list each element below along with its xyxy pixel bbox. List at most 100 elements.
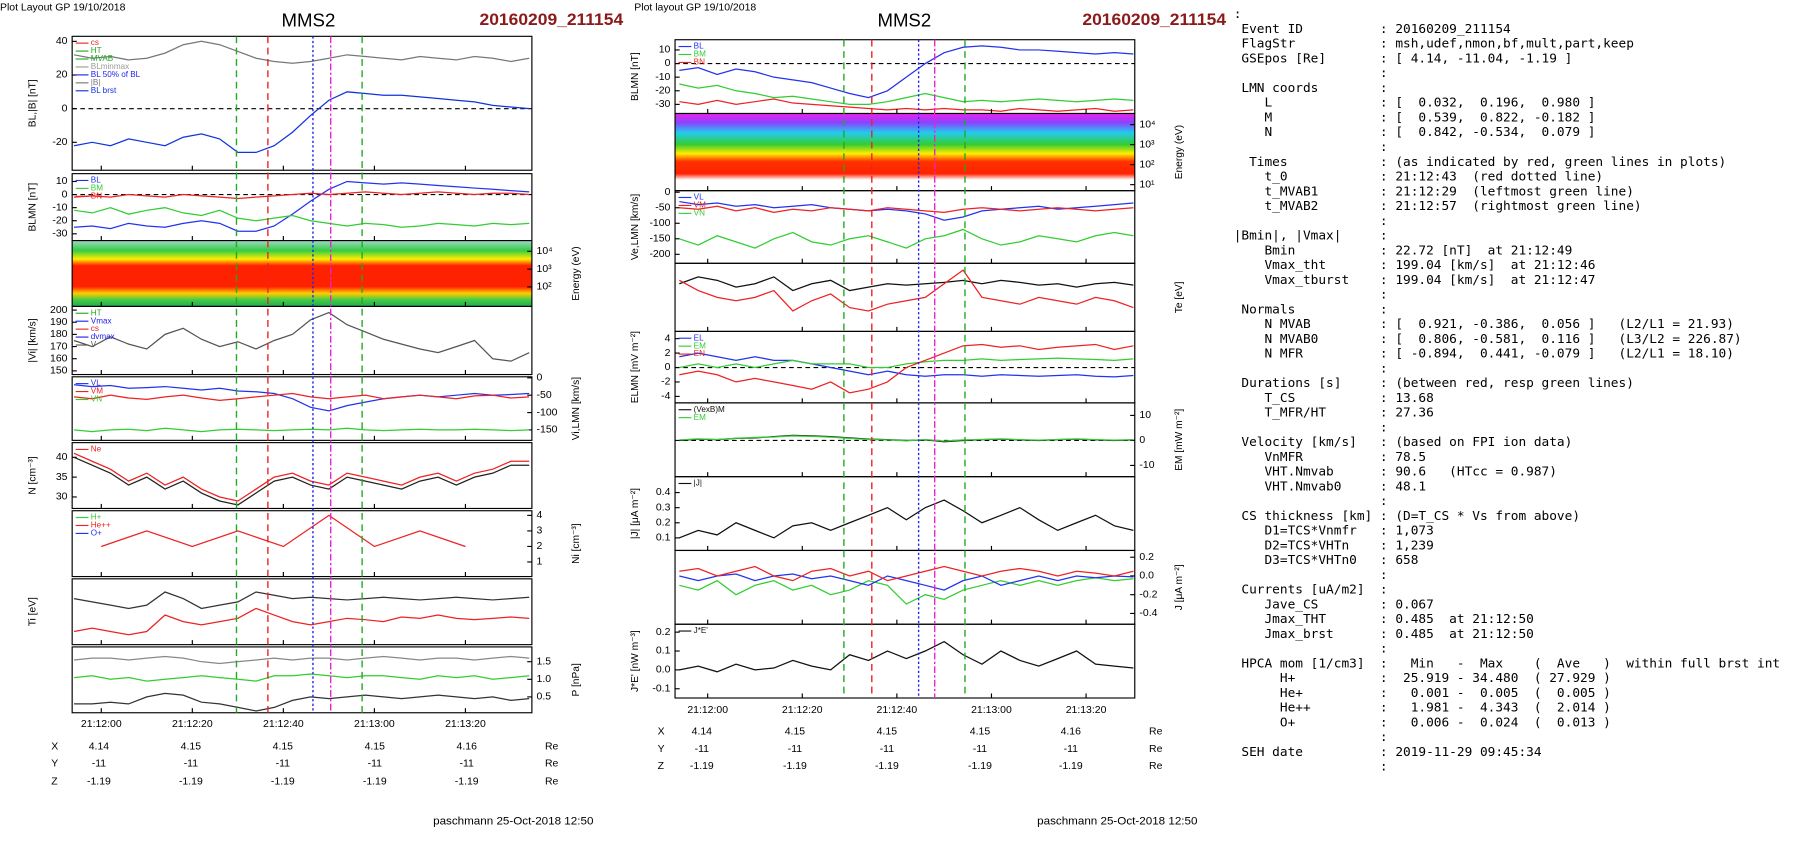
legend-label: BL brst xyxy=(91,86,117,95)
series-line xyxy=(73,207,530,228)
ephemeris-value: -11 xyxy=(880,744,895,755)
legend-label: |J| xyxy=(694,479,702,488)
y-axis-label: Vi,LMN [km/s] xyxy=(571,377,582,440)
legend-label: BN xyxy=(694,58,705,67)
footer: paschmann 25-Oct-2018 12:50 xyxy=(433,816,593,828)
series-line xyxy=(74,692,530,712)
ephemeris-value: 4.15 xyxy=(273,742,294,753)
summary-line: N MVAB : [ 0.921, -0.386, 0.056 ] (L2/L1… xyxy=(1234,316,1734,331)
legend-label: He++ xyxy=(91,521,111,530)
legend-label: Ne xyxy=(91,445,102,454)
series-line xyxy=(679,98,1134,112)
y-tick-label: 10⁴ xyxy=(1139,119,1155,130)
summary-line: VHT.Nmvab : 90.6 (HTcc = 0.987) xyxy=(1234,464,1557,479)
panel-frame xyxy=(71,305,533,376)
summary-line: t_MVAB1 : 21:12:29 (leftmost green line) xyxy=(1234,183,1634,198)
y-tick-label: -100 xyxy=(649,218,670,229)
summary-line: N MFR : [ -0.894, 0.441, -0.079 ] (L2/L1… xyxy=(1234,346,1734,361)
legend-label: cs xyxy=(91,38,99,47)
legend-label: cs xyxy=(91,324,99,333)
y-tick-label: -30 xyxy=(655,99,670,110)
ephemeris-value: -1.19 xyxy=(690,761,714,772)
ephemeris-value: -11 xyxy=(368,759,383,770)
panel-frame xyxy=(674,549,1136,625)
panel-frame xyxy=(71,510,533,578)
y-tick-label: 0.2 xyxy=(656,518,671,529)
y-tick-label: 30 xyxy=(56,492,68,503)
summary-line: Times : (as indicated by red, green line… xyxy=(1234,154,1727,169)
y-tick-label: -0.1 xyxy=(652,684,670,695)
y-tick-label: -2 xyxy=(661,377,671,388)
legend-label: EM xyxy=(694,341,707,350)
ephemeris-value: -11 xyxy=(695,744,710,755)
y-tick-label: 10³ xyxy=(1139,139,1155,150)
ephemeris-unit: Re xyxy=(545,777,559,788)
series-line xyxy=(679,200,1134,221)
legend-label: HT xyxy=(91,308,102,317)
ephemeris-value: -11 xyxy=(184,759,199,770)
ephemeris-unit: Re xyxy=(1149,744,1163,755)
y-tick-label: 0 xyxy=(665,187,671,198)
y-tick-label: 0.0 xyxy=(1139,571,1154,582)
y-tick-label: 10² xyxy=(1139,159,1155,170)
station: MMS2 xyxy=(282,10,336,31)
y-tick-label: -200 xyxy=(649,249,670,260)
y-tick-label: 10³ xyxy=(537,264,553,275)
ephemeris-value: 4.16 xyxy=(457,742,478,753)
y-tick-label: 3 xyxy=(537,526,543,537)
legend-label: VN xyxy=(694,209,705,218)
y-axis-label: Te [eV] xyxy=(1174,281,1185,313)
summary-line: : xyxy=(1234,641,1388,656)
summary-line: Event ID : 20160209_211154 xyxy=(1234,21,1511,36)
x-tick-label: 21:12:40 xyxy=(263,719,304,730)
ephemeris-value: 4.14 xyxy=(89,742,110,753)
y-tick-label: -150 xyxy=(537,425,558,436)
legend-label: HT xyxy=(91,46,102,55)
summary-line: : xyxy=(1234,567,1388,582)
y-tick-label: 0 xyxy=(537,373,543,384)
summary-line: |Bmin|, |Vmax| : xyxy=(1234,228,1388,244)
y-tick-label: 0.3 xyxy=(656,502,671,513)
y-tick-label: -0.4 xyxy=(1139,608,1157,619)
x-tick-label: 21:12:00 xyxy=(81,719,122,730)
ephemeris-label: Z xyxy=(658,761,664,772)
ephemeris-label: X xyxy=(658,727,665,738)
y-tick-label: -50 xyxy=(655,203,670,214)
series-line xyxy=(679,276,1134,292)
series-line xyxy=(73,392,530,402)
series-line xyxy=(679,352,1134,378)
y-axis-label: J [μA m⁻²] xyxy=(1174,564,1185,610)
series-line xyxy=(73,180,530,232)
y-tick-label: 20 xyxy=(56,70,68,81)
summary-line: FlagStr : msh,udef,nmon,bf,mult,part,kee… xyxy=(1234,36,1634,51)
summary-line: O+ : 0.006 - 0.024 ( 0.013 ) xyxy=(1234,715,1611,730)
legend-label: EM xyxy=(694,413,707,422)
event-id: 20160209_211154 xyxy=(1082,9,1226,29)
legend-label: BL xyxy=(694,42,704,51)
legend-label: BL xyxy=(91,176,101,185)
y-tick-label: 10² xyxy=(537,282,553,293)
y-tick-label: -10 xyxy=(655,72,670,83)
summary-line: T_CS : 13.68 xyxy=(1234,390,1434,405)
legend-label: dvmax xyxy=(91,332,115,341)
y-tick-label: 1.5 xyxy=(537,657,552,668)
series-line xyxy=(679,45,1134,99)
summary-line: Velocity [km/s] : (based on FPI ion data… xyxy=(1234,434,1573,449)
y-tick-label: 180 xyxy=(50,329,68,340)
legend-label: VM xyxy=(694,201,707,210)
panel-frame xyxy=(674,190,1136,264)
summary-line: HPCA mom [1/cm3] : Min - Max ( Ave ) wit… xyxy=(1234,656,1780,671)
y-tick-label: 0.1 xyxy=(656,646,671,657)
series-line xyxy=(679,565,1134,582)
summary-line: : xyxy=(1234,65,1388,80)
legend-label: VL xyxy=(91,379,101,388)
summary-line: M : [ 0.539, 0.822, -0.182 ] xyxy=(1234,110,1596,125)
series-line xyxy=(73,607,530,636)
x-tick-label: 21:12:20 xyxy=(782,705,823,716)
series-line xyxy=(73,384,530,412)
summary-line: Currents [uA/m2] : xyxy=(1234,582,1388,597)
series-line xyxy=(73,40,530,64)
ephemeris-label: Y xyxy=(51,759,58,770)
summary-line: Jave_CS : 0.067 xyxy=(1234,597,1434,612)
ephemeris-value: -1.19 xyxy=(783,761,807,772)
